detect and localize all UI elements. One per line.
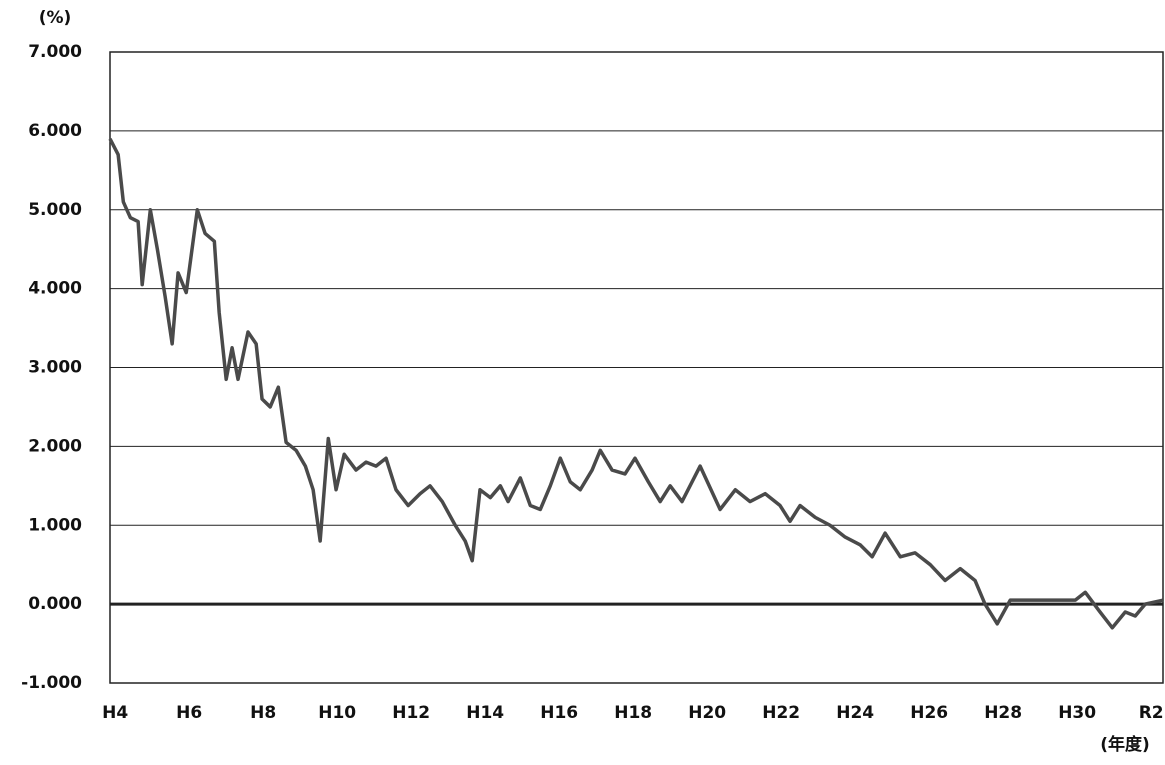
x-tick-label: H8: [250, 703, 276, 723]
x-tick-label: H6: [176, 703, 202, 723]
x-tick-label: H24: [836, 703, 874, 723]
x-tick-label: H28: [984, 703, 1022, 723]
x-tick-label: H14: [466, 703, 504, 723]
data-line: [108, 137, 1164, 630]
x-tick-label: R2: [1139, 703, 1164, 723]
y-tick-label: 1.000: [28, 515, 82, 535]
x-axis-label: (年度): [1100, 734, 1150, 755]
x-tick-label: H4: [102, 703, 128, 723]
y-tick-label: 7.000: [28, 42, 82, 62]
x-tick-label: H12: [392, 703, 430, 723]
x-tick-label: H30: [1058, 703, 1096, 723]
y-tick-label: 6.000: [28, 121, 82, 141]
y-tick-label: 4.000: [28, 279, 82, 299]
y-tick-label: 5.000: [28, 200, 82, 220]
x-tick-label: H20: [688, 703, 726, 723]
y-tick-label: 3.000: [28, 358, 82, 378]
y-tick-label: -1.000: [21, 673, 82, 693]
y-tick-label: 0.000: [28, 594, 82, 614]
y-axis-label: (%): [39, 8, 72, 28]
x-tick-label: H10: [318, 703, 356, 723]
x-tick-label: H18: [614, 703, 652, 723]
x-tick-label: H26: [910, 703, 948, 723]
x-tick-label: H16: [540, 703, 578, 723]
y-tick-label: 2.000: [28, 436, 82, 456]
x-tick-label: H22: [762, 703, 800, 723]
